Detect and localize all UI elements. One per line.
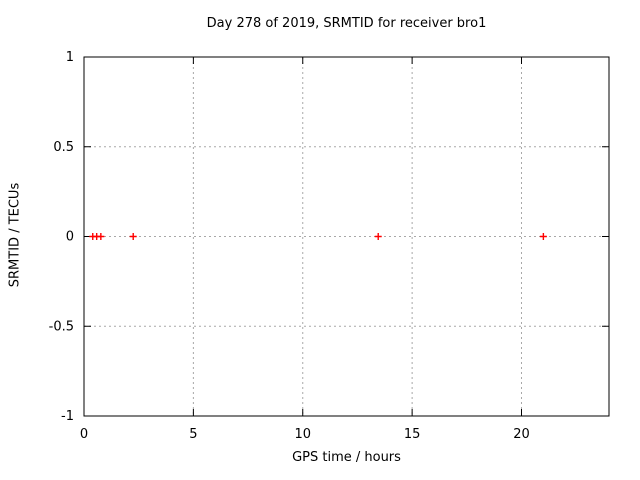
x-tick-label: 5 bbox=[189, 427, 197, 442]
x-tick-label: 20 bbox=[513, 427, 530, 442]
x-tick-label: 10 bbox=[294, 427, 311, 442]
y-tick-label: 1 bbox=[66, 50, 74, 65]
data-point-marker bbox=[374, 233, 382, 240]
data-point-marker bbox=[129, 233, 137, 240]
y-tick-label: -0.5 bbox=[49, 319, 74, 334]
y-tick-label: 0 bbox=[66, 230, 74, 245]
y-tick-label: 0.5 bbox=[53, 140, 74, 155]
x-axis-label: GPS time / hours bbox=[292, 450, 401, 465]
x-tick-label: 0 bbox=[80, 427, 88, 442]
y-tick-label: -1 bbox=[61, 409, 74, 424]
x-tick-label: 15 bbox=[404, 427, 421, 442]
data-point-marker bbox=[97, 233, 105, 240]
chart-title: Day 278 of 2019, SRMTID for receiver bro… bbox=[206, 16, 487, 31]
data-point-marker bbox=[539, 233, 547, 240]
